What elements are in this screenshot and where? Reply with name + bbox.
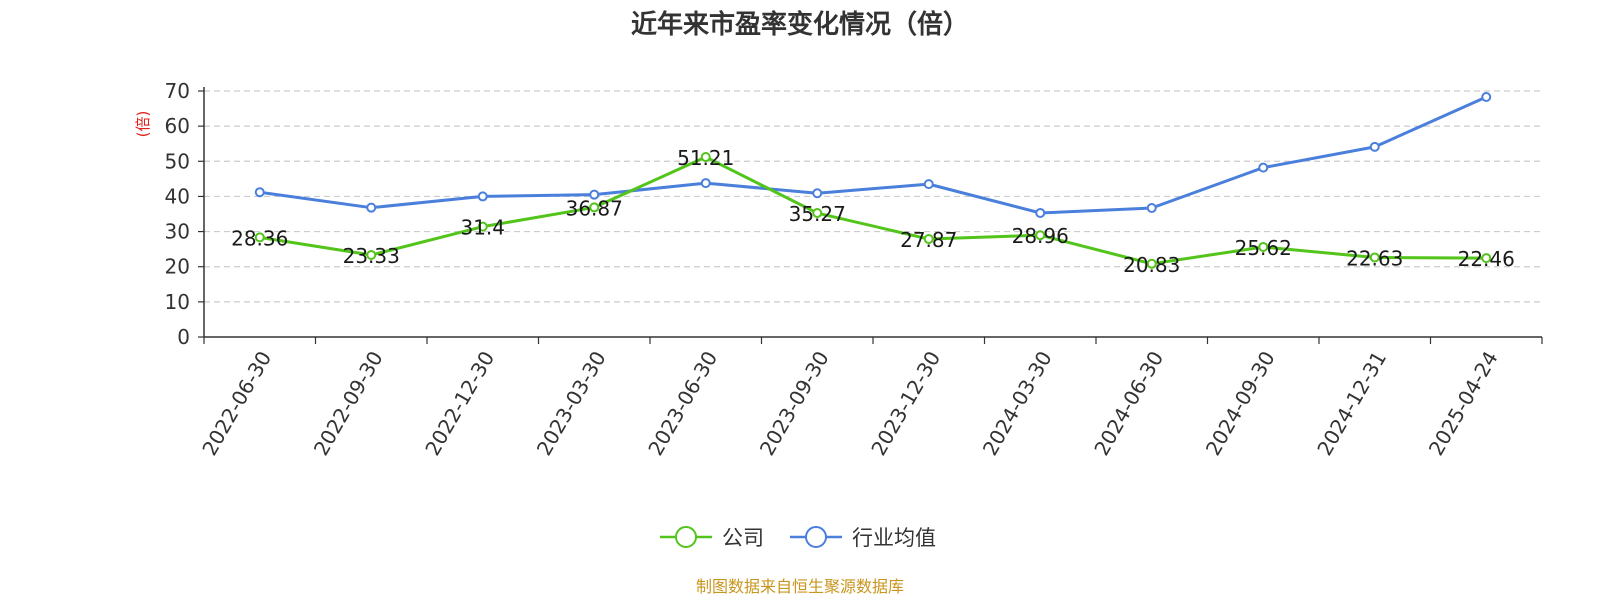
legend-marker	[805, 526, 827, 548]
data-label: 28.96	[1012, 224, 1069, 248]
y-tick-label: 70	[165, 79, 190, 103]
x-axis-ticks: 2022-06-30 2022-09-30 2022-12-30 2023-03-30…	[197, 337, 1543, 460]
x-tick-label: 2022-09-30	[309, 347, 388, 460]
x-tick-label: 2024-12-31	[1312, 347, 1391, 460]
legend-item-industry-average: 行业均值	[790, 526, 936, 550]
data-point	[1481, 253, 1492, 264]
data-point	[1035, 207, 1046, 218]
data-point	[1146, 203, 1157, 214]
data-label: 36.87	[566, 196, 623, 220]
data-point	[254, 232, 265, 243]
data-label: 25.62	[1235, 236, 1292, 260]
data-label: 20.83	[1123, 253, 1180, 277]
legend: 公司 行业均值	[660, 526, 936, 550]
data-point	[477, 221, 488, 232]
y-tick-label: 30	[165, 220, 190, 244]
axes	[203, 87, 1542, 338]
y-tick-label: 0	[177, 325, 190, 349]
data-point	[366, 202, 377, 213]
data-point	[1258, 162, 1269, 173]
y-tick-label: 40	[165, 184, 190, 208]
y-tick-label: 60	[165, 114, 190, 138]
x-tick-label: 2024-06-30	[1089, 347, 1168, 460]
data-label: 22.46	[1458, 247, 1515, 271]
x-tick-label: 2022-12-30	[420, 347, 499, 460]
data-labels: 28.36 23.33 31.4 36.87 51.21 35.27 27.87 28.96 2…	[231, 146, 1515, 277]
series-line-company	[259, 155, 1487, 266]
y-tick-label: 50	[165, 149, 190, 173]
data-point	[589, 202, 600, 213]
data-point	[1481, 91, 1492, 102]
data-source-note: 制图数据来自恒生聚源数据库	[696, 577, 904, 596]
data-label: 31.4	[460, 216, 505, 240]
legend-label: 行业均值	[852, 526, 936, 550]
data-point	[589, 189, 600, 200]
grid-lines	[204, 90, 1542, 303]
data-point	[700, 178, 711, 189]
data-point	[254, 187, 265, 198]
data-point	[812, 188, 823, 199]
x-tick-label: 2023-09-30	[755, 347, 834, 460]
data-point	[1035, 230, 1046, 241]
data-label: 51.21	[677, 146, 734, 170]
x-tick-label: 2023-12-30	[866, 347, 945, 460]
legend-label: 公司	[722, 526, 764, 550]
data-point	[923, 179, 934, 190]
data-label: 22.63	[1346, 246, 1403, 270]
data-point	[1369, 252, 1380, 263]
legend-item-company: 公司	[660, 526, 764, 550]
data-point	[1146, 258, 1157, 269]
chart-title: 近年来市盈率变化情况（倍）	[631, 9, 969, 40]
y-tick-label: 10	[165, 290, 190, 314]
x-tick-label: 2022-06-30	[197, 347, 276, 460]
y-tick-label: 20	[165, 255, 190, 279]
data-point	[812, 208, 823, 219]
data-point	[700, 152, 711, 163]
x-tick-label: 2023-06-30	[643, 347, 722, 460]
x-tick-label: 2023-03-30	[532, 347, 611, 460]
x-tick-label: 2025-04-24	[1424, 347, 1503, 460]
data-point	[1258, 241, 1269, 252]
data-point	[1369, 141, 1380, 152]
series-line-industry-average	[259, 95, 1487, 215]
legend-marker	[675, 526, 697, 548]
y-axis-label: (倍)	[134, 111, 152, 138]
data-point	[923, 234, 934, 245]
x-tick-label: 2024-09-30	[1201, 347, 1280, 460]
series-lines	[254, 91, 1492, 269]
x-tick-label: 2024-03-30	[978, 347, 1057, 460]
data-label: 23.33	[343, 244, 400, 268]
data-label: 28.36	[231, 226, 288, 250]
data-label: 27.87	[900, 228, 957, 252]
y-axis-ticks: 0 10 20 30 40 50 60 70	[165, 79, 204, 349]
data-point	[366, 250, 377, 261]
data-label: 35.27	[789, 202, 846, 226]
data-point	[477, 191, 488, 202]
